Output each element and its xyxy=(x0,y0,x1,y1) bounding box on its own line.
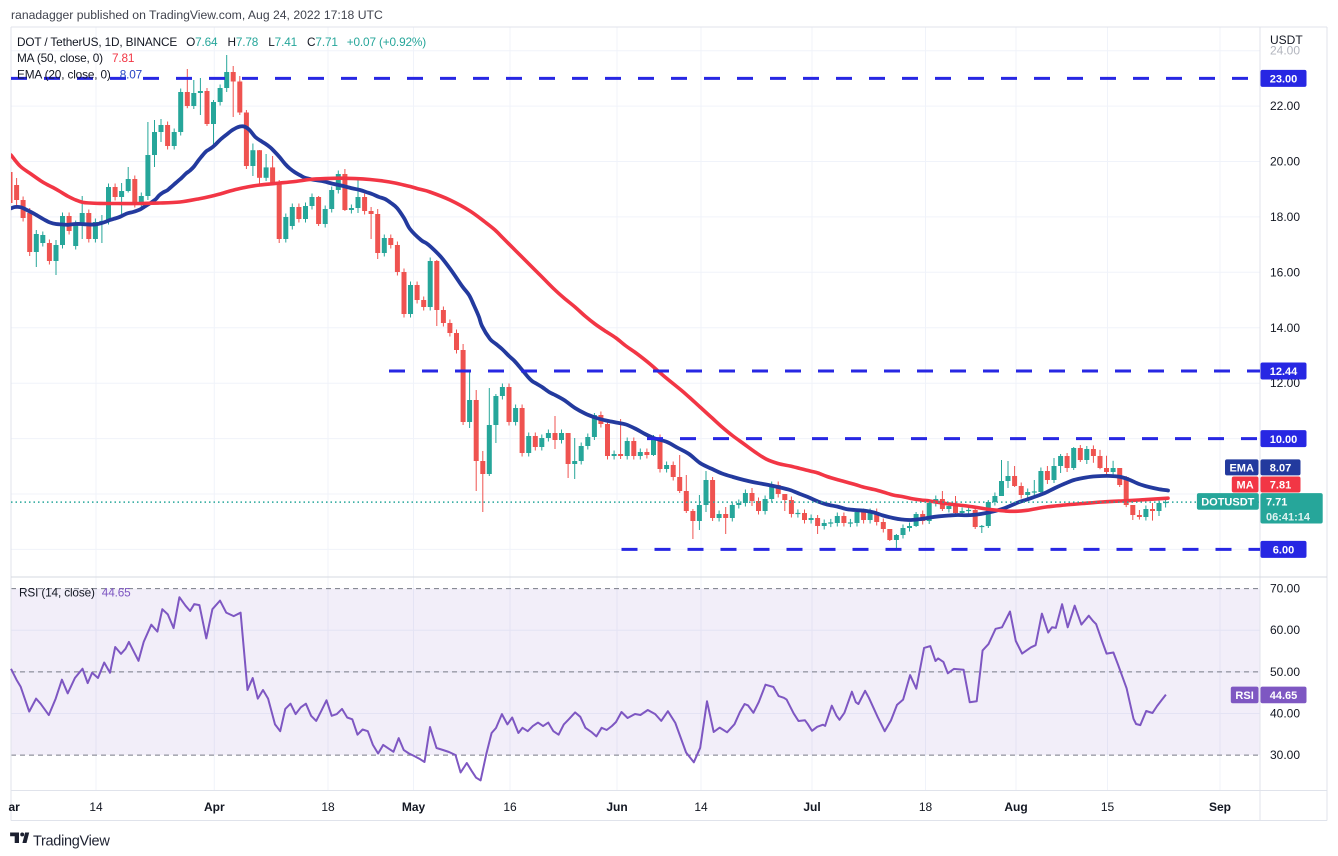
svg-text:22.00: 22.00 xyxy=(1270,99,1300,113)
svg-text:Apr: Apr xyxy=(204,800,225,814)
svg-text:EMA: EMA xyxy=(1229,462,1254,474)
svg-text:ranadagger published on Tradin: ranadagger published on TradingView.com,… xyxy=(11,8,383,22)
svg-text:RSI (14, close)44.65: RSI (14, close) 44.65 xyxy=(19,586,131,600)
svg-text:May: May xyxy=(402,800,426,814)
svg-text:20.00: 20.00 xyxy=(1270,155,1300,169)
svg-text:70.00: 70.00 xyxy=(1270,582,1300,596)
svg-text:7.81: 7.81 xyxy=(1270,480,1291,492)
svg-text:14.00: 14.00 xyxy=(1270,321,1300,335)
svg-text:15: 15 xyxy=(1101,800,1115,814)
svg-text:44.65: 44.65 xyxy=(1270,690,1298,702)
svg-text:60.00: 60.00 xyxy=(1270,623,1300,637)
svg-text:TradingView: TradingView xyxy=(33,834,110,850)
svg-text:10.00: 10.00 xyxy=(1270,434,1298,446)
svg-text:23.00: 23.00 xyxy=(1270,74,1298,86)
svg-text:USDT: USDT xyxy=(1270,33,1303,47)
svg-text:16: 16 xyxy=(503,800,517,814)
svg-text:RSI: RSI xyxy=(1235,690,1253,702)
svg-text:Jul: Jul xyxy=(803,800,820,814)
svg-text:Sep: Sep xyxy=(1209,800,1231,814)
svg-text:ar: ar xyxy=(9,800,21,814)
svg-text:6.00: 6.00 xyxy=(1273,545,1294,557)
svg-text:18: 18 xyxy=(321,800,335,814)
svg-text:16.00: 16.00 xyxy=(1270,265,1300,279)
svg-text:MA (50, close, 0)7.81: MA (50, close, 0) 7.81 xyxy=(17,51,134,65)
svg-text:30.00: 30.00 xyxy=(1270,748,1300,762)
svg-text:7.71: 7.71 xyxy=(1266,497,1287,509)
svg-text:DOTUSDT: DOTUSDT xyxy=(1201,496,1254,508)
svg-text:50.00: 50.00 xyxy=(1270,665,1300,679)
svg-text:8.07: 8.07 xyxy=(1270,463,1291,475)
svg-text:40.00: 40.00 xyxy=(1270,707,1300,721)
svg-text:06:41:14: 06:41:14 xyxy=(1266,512,1311,524)
svg-text:18.00: 18.00 xyxy=(1270,210,1300,224)
svg-text:12.00: 12.00 xyxy=(1270,376,1300,390)
svg-text:Aug: Aug xyxy=(1004,800,1027,814)
svg-text:12.44: 12.44 xyxy=(1270,366,1298,378)
svg-text:14: 14 xyxy=(89,800,103,814)
svg-text:24.00: 24.00 xyxy=(1270,44,1300,58)
svg-text:EMA (20, close, 0)8.07: EMA (20, close, 0) 8.07 xyxy=(17,68,142,82)
svg-text:Jun: Jun xyxy=(606,800,627,814)
svg-text:18: 18 xyxy=(919,800,933,814)
svg-text:14: 14 xyxy=(694,800,708,814)
svg-text:MA: MA xyxy=(1237,480,1254,492)
